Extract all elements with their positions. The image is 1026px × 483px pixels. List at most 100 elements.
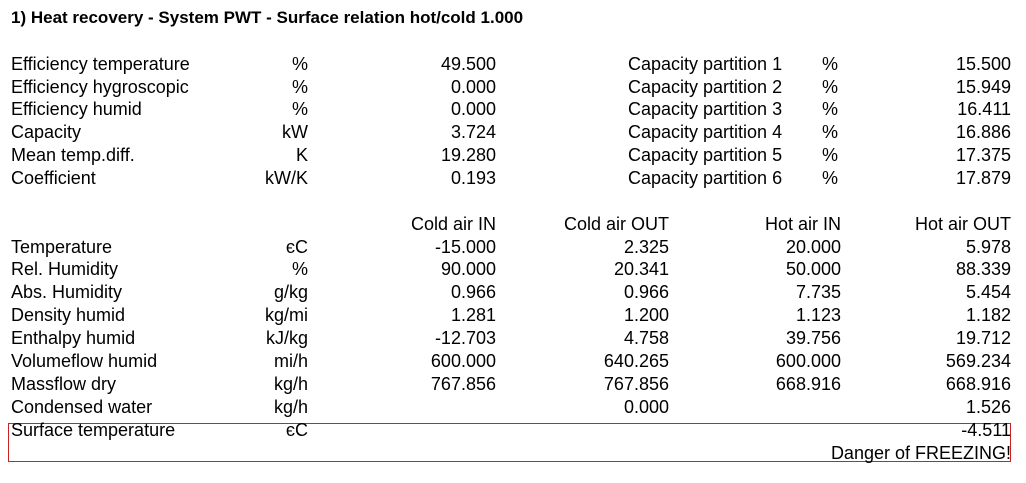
summary-value: 49.500 xyxy=(440,54,496,74)
partition-value: 15.949 xyxy=(955,77,1011,97)
summary-label: Efficiency humid xyxy=(11,99,142,119)
data-row: Rel. Humidity % 90.000 20.341 50.000 88.… xyxy=(0,258,1026,281)
data-row: Condensed water kg/h 0.000 1.526 xyxy=(0,396,1026,419)
summary-value: 3.724 xyxy=(450,122,496,142)
summary-value: 0.000 xyxy=(450,77,496,97)
cell-hot-air-in: 7.735 xyxy=(795,282,841,302)
column-header: Hot air IN xyxy=(764,214,841,234)
summary-label: Efficiency temperature xyxy=(11,54,190,74)
row-label: Abs. Humidity xyxy=(11,282,123,302)
summary-row: Coefficient kW/K 0.193 Capacity partitio… xyxy=(0,167,1026,190)
partition-value: 17.375 xyxy=(955,145,1011,165)
summary-label: Coefficient xyxy=(11,168,96,188)
partition-unit: % xyxy=(822,99,839,119)
data-row: Abs. Humidity g/kg 0.966 0.966 7.735 5.4… xyxy=(0,281,1026,304)
row-unit: % xyxy=(291,259,308,279)
partition-unit: % xyxy=(822,122,839,142)
partition-unit: % xyxy=(822,54,839,74)
cell-cold-air-out: 0.000 xyxy=(623,397,669,417)
data-row: Massflow dry kg/h 767.856 767.856 668.91… xyxy=(0,373,1026,396)
row-unit: єC xyxy=(285,237,308,257)
column-header: Cold air OUT xyxy=(563,214,669,234)
summary-label: Mean temp.diff. xyxy=(11,145,135,165)
summary-value: 0.193 xyxy=(450,168,496,188)
cell-cold-air-out: 767.856 xyxy=(603,374,669,394)
cell-hot-air-out: 1.182 xyxy=(965,305,1011,325)
cell-hot-air-in: 39.756 xyxy=(785,328,841,348)
column-header-row: Cold air IN Cold air OUT Hot air IN Hot … xyxy=(0,213,1026,236)
cell-hot-air-out: 88.339 xyxy=(955,259,1011,279)
partition-unit: % xyxy=(822,77,839,97)
freezing-warning: Danger of FREEZING! xyxy=(830,443,1011,463)
cell-hot-air-in: 668.916 xyxy=(775,374,841,394)
summary-row: Capacity kW 3.724 Capacity partition 4 %… xyxy=(0,121,1026,144)
cell-hot-air-out: 5.454 xyxy=(965,282,1011,302)
summary-row: Efficiency temperature % 49.500 Capacity… xyxy=(0,53,1026,76)
row-label: Surface temperature xyxy=(11,420,176,440)
partition-label: Capacity partition 4 xyxy=(628,122,783,142)
cell-hot-air-in: 600.000 xyxy=(775,351,841,371)
row-label: Condensed water xyxy=(11,397,153,417)
partition-value: 17.879 xyxy=(955,168,1011,188)
report-title: 1) Heat recovery - System PWT - Surface … xyxy=(11,8,524,27)
cell-cold-air-out: 4.758 xyxy=(623,328,669,348)
summary-row: Efficiency humid % 0.000 Capacity partit… xyxy=(0,98,1026,121)
cell-cold-air-in: -15.000 xyxy=(434,237,496,257)
partition-value: 15.500 xyxy=(955,54,1011,74)
row-label: Rel. Humidity xyxy=(11,259,119,279)
cell-hot-air-in: 20.000 xyxy=(785,237,841,257)
cell-cold-air-in: 0.966 xyxy=(450,282,496,302)
cell-hot-air-in: 1.123 xyxy=(795,305,841,325)
cell-cold-air-in: 1.281 xyxy=(450,305,496,325)
row-label: Volumeflow humid xyxy=(11,351,158,371)
partition-label: Capacity partition 1 xyxy=(628,54,783,74)
data-row: Surface temperature єC -4.511 xyxy=(0,419,1026,442)
row-unit: kJ/kg xyxy=(265,328,308,348)
column-header: Cold air IN xyxy=(410,214,496,234)
row-unit: kg/h xyxy=(273,397,308,417)
partition-unit: % xyxy=(822,145,839,165)
row-unit: mі/h xyxy=(273,351,308,371)
cell-cold-air-out: 640.265 xyxy=(603,351,669,371)
summary-unit: kW xyxy=(282,122,308,142)
summary-row: Efficiency hygroscopic % 0.000 Capacity … xyxy=(0,76,1026,99)
cell-hot-air-out: 569.234 xyxy=(945,351,1011,371)
summary-row: Mean temp.diff. K 19.280 Capacity partit… xyxy=(0,144,1026,167)
summary-unit: % xyxy=(291,54,308,74)
cell-hot-air-out: 1.526 xyxy=(965,397,1011,417)
freezing-warning-box xyxy=(8,423,1011,462)
summary-unit: K xyxy=(295,145,308,165)
data-row: Enthalpy humid kJ/kg -12.703 4.758 39.75… xyxy=(0,327,1026,350)
cell-hot-air-out: 19.712 xyxy=(955,328,1011,348)
cell-cold-air-in: 767.856 xyxy=(430,374,496,394)
data-row: Volumeflow humid mі/h 600.000 640.265 60… xyxy=(0,350,1026,373)
row-label: Density humid xyxy=(11,305,126,325)
summary-unit: % xyxy=(291,99,308,119)
data-row: Density humid kg/mі 1.281 1.200 1.123 1.… xyxy=(0,304,1026,327)
cell-cold-air-in: 600.000 xyxy=(430,351,496,371)
summary-unit: % xyxy=(291,77,308,97)
cell-hot-air-out: 5.978 xyxy=(965,237,1011,257)
partition-label: Capacity partition 5 xyxy=(628,145,783,165)
partition-value: 16.411 xyxy=(957,99,1011,119)
cell-cold-air-out: 2.325 xyxy=(623,237,669,257)
column-header: Hot air OUT xyxy=(914,214,1011,234)
summary-unit: kW/K xyxy=(265,168,308,188)
partition-label: Capacity partition 3 xyxy=(628,99,783,119)
cell-cold-air-out: 0.966 xyxy=(623,282,669,302)
row-label: Temperature xyxy=(11,237,113,257)
partition-unit: % xyxy=(822,168,839,188)
summary-value: 19.280 xyxy=(440,145,496,165)
row-unit: kg/h xyxy=(273,374,308,394)
row-label: Massflow dry xyxy=(11,374,117,394)
cell-hot-air-out: 668.916 xyxy=(945,374,1011,394)
summary-value: 0.000 xyxy=(450,99,496,119)
row-unit: g/kg xyxy=(273,282,308,302)
cell-cold-air-out: 20.341 xyxy=(613,259,669,279)
partition-value: 16.886 xyxy=(955,122,1011,142)
summary-label: Efficiency hygroscopic xyxy=(11,77,189,97)
partition-label: Capacity partition 2 xyxy=(628,77,783,97)
cell-cold-air-out: 1.200 xyxy=(623,305,669,325)
row-unit: єC xyxy=(285,420,308,440)
cell-hot-air-in: 50.000 xyxy=(785,259,841,279)
